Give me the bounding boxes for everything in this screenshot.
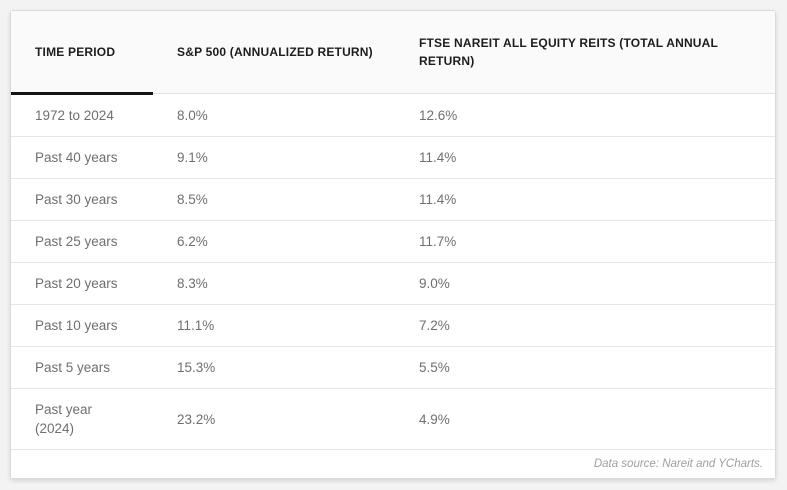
table-body: 1972 to 2024 8.0% 12.6% Past 40 years 9.… [11,93,775,450]
table-row: Past 25 years 6.2% 11.7% [11,220,775,263]
column-header-sp500-return: S&P 500 (ANNUALIZED RETURN) [153,11,395,94]
sp500-value-cell: 11.1% [153,304,395,347]
reits-value-cell: 7.2% [395,304,775,347]
column-header-time-period: TIME PERIOD [11,11,153,95]
reits-value-cell: 9.0% [395,262,775,305]
reits-value-cell: 5.5% [395,346,775,389]
time-period-cell: Past 10 years [11,304,153,347]
table-row: Past 40 years 9.1% 11.4% [11,136,775,179]
time-period-cell: Past 30 years [11,178,153,221]
reits-value-cell: 11.4% [395,178,775,221]
reits-value-cell: 4.9% [395,388,775,450]
time-period-cell: 1972 to 2024 [11,93,153,137]
sp500-value-cell: 8.5% [153,178,395,221]
table-header: TIME PERIOD S&P 500 (ANNUALIZED RETURN) … [11,11,775,95]
table-row: Past 5 years 15.3% 5.5% [11,346,775,389]
returns-table-card: TIME PERIOD S&P 500 (ANNUALIZED RETURN) … [10,10,776,479]
time-period-cell: Past year (2024) [11,388,153,450]
sp500-value-cell: 8.3% [153,262,395,305]
sp500-value-cell: 23.2% [153,388,395,450]
time-period-cell: Past 25 years [11,220,153,263]
data-source-note: Data source: Nareit and YCharts. [11,449,775,478]
sp500-value-cell: 8.0% [153,93,395,137]
table-row: Past 30 years 8.5% 11.4% [11,178,775,221]
time-period-cell: Past 40 years [11,136,153,179]
column-header-reits-return: FTSE NAREIT ALL EQUITY REITS (TOTAL ANNU… [395,11,775,94]
header-row: TIME PERIOD S&P 500 (ANNUALIZED RETURN) … [11,11,775,95]
table-footer: Data source: Nareit and YCharts. [11,449,775,478]
sp500-value-cell: 15.3% [153,346,395,389]
table-row: Past year (2024) 23.2% 4.9% [11,388,775,450]
footer-row: Data source: Nareit and YCharts. [11,449,775,478]
reits-value-cell: 12.6% [395,93,775,137]
time-period-cell: Past 20 years [11,262,153,305]
table-row: Past 10 years 11.1% 7.2% [11,304,775,347]
returns-comparison-table: TIME PERIOD S&P 500 (ANNUALIZED RETURN) … [11,11,775,478]
sp500-value-cell: 9.1% [153,136,395,179]
time-period-cell: Past 5 years [11,346,153,389]
table-row: 1972 to 2024 8.0% 12.6% [11,93,775,137]
table-row: Past 20 years 8.3% 9.0% [11,262,775,305]
sp500-value-cell: 6.2% [153,220,395,263]
reits-value-cell: 11.4% [395,136,775,179]
reits-value-cell: 11.7% [395,220,775,263]
